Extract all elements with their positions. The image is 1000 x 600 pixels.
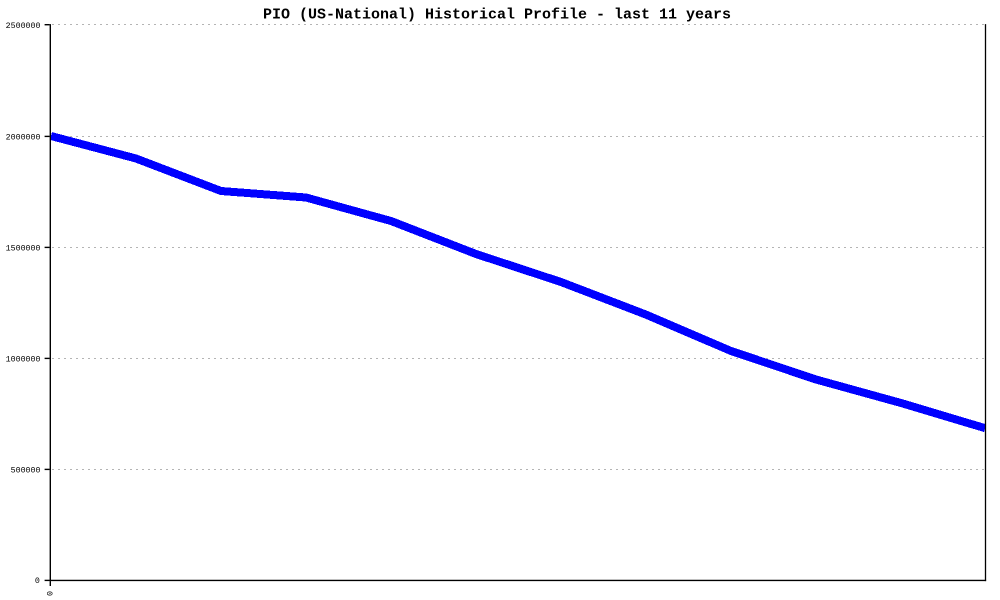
svg-text:0: 0 bbox=[35, 577, 40, 586]
svg-text:500000: 500000 bbox=[11, 466, 41, 475]
svg-text:2000000: 2000000 bbox=[6, 133, 41, 142]
svg-text:1500000: 1500000 bbox=[6, 244, 41, 253]
svg-text:PIO (US-National) Historical P: PIO (US-National) Historical Profile - l… bbox=[263, 7, 731, 24]
svg-text:1000000: 1000000 bbox=[6, 355, 41, 364]
svg-text:0: 0 bbox=[44, 591, 53, 596]
svg-text:2500000: 2500000 bbox=[6, 22, 41, 31]
